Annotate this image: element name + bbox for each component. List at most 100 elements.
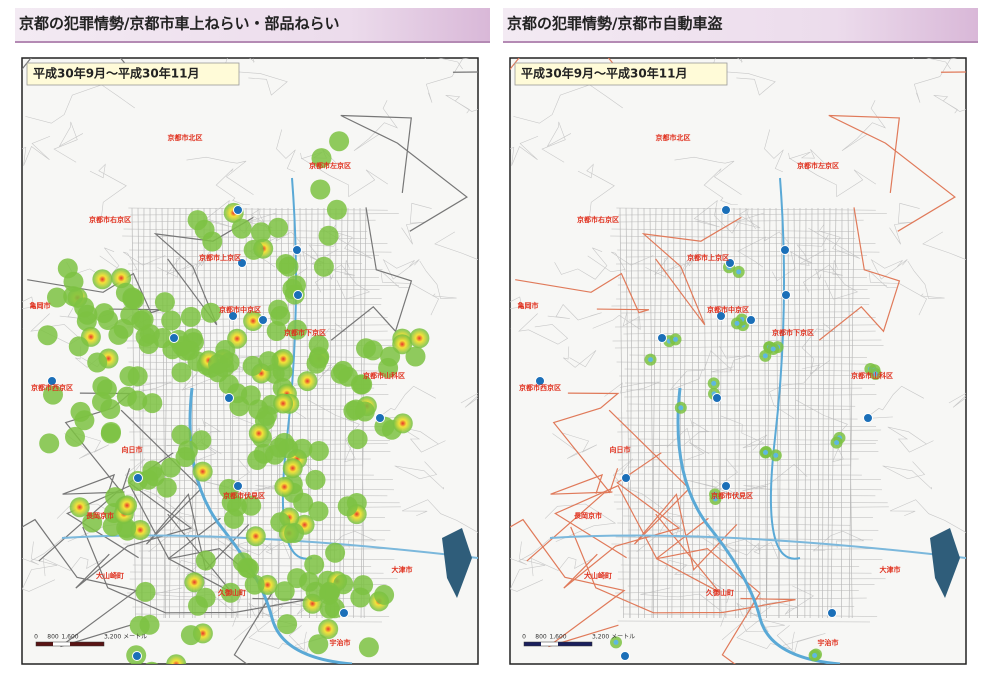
period-label: 平成30年9月～平成30年11月 [33, 66, 199, 81]
place-label: 長岡京市 [86, 511, 114, 520]
heat-core [393, 414, 412, 433]
main-road [66, 484, 232, 593]
street [643, 207, 645, 619]
terrain-line [736, 618, 795, 650]
heat-spot [347, 429, 368, 450]
police-marker [721, 481, 731, 491]
place-label: 久御山町 [217, 588, 246, 597]
map-panel: 京都の犯罪情勢/京都市車上ねらい・部品ねらい京都市北区京都市左京区京都市右京区亀… [15, 8, 490, 665]
heat-core [834, 440, 840, 446]
terrain-line [711, 58, 743, 68]
heat-spot [325, 542, 346, 563]
heat-spot [160, 457, 181, 478]
police-marker [721, 205, 731, 215]
terrain-line [276, 129, 296, 173]
street [227, 207, 234, 619]
terrain-line [382, 258, 420, 280]
scale-bar-frame [35, 641, 105, 647]
terrain-line [419, 260, 457, 299]
terrain-line [669, 350, 732, 391]
heat-spot [333, 360, 353, 381]
street [847, 207, 853, 619]
heat-spot [308, 441, 329, 461]
heat-spot [292, 438, 313, 459]
street [616, 417, 858, 420]
place-label: 京都市上京区 [199, 253, 241, 262]
street [651, 207, 657, 619]
terrain-line [887, 426, 934, 453]
heat-core [70, 498, 89, 517]
street [129, 284, 399, 286]
street [610, 235, 856, 239]
heat-spot [221, 492, 242, 513]
main-road [526, 473, 613, 562]
terrain-line [764, 129, 784, 173]
street [129, 522, 363, 526]
police-marker [781, 290, 791, 300]
street [128, 417, 370, 420]
heat-core [712, 496, 718, 502]
heat-spot [43, 384, 63, 405]
terrain-line [301, 157, 389, 198]
lake [442, 528, 472, 598]
street [626, 409, 851, 412]
street [611, 304, 870, 307]
street [625, 255, 868, 258]
police-marker [132, 651, 142, 661]
heat-core [812, 653, 818, 658]
street [161, 207, 166, 619]
scale-label: 0 [34, 634, 38, 641]
heat-spot [129, 615, 150, 636]
terrain-line [552, 432, 597, 459]
terrain-line [530, 556, 594, 577]
scale-bar-white [53, 642, 70, 646]
scale-bar-white [541, 642, 558, 646]
heat-spot [57, 258, 78, 279]
street [614, 494, 876, 497]
terrain-line [720, 415, 768, 451]
terrain-line [353, 100, 399, 151]
street [617, 429, 882, 433]
heat-spot [326, 199, 347, 220]
street [715, 207, 722, 619]
terrain-line [889, 499, 966, 533]
heat-core [112, 269, 131, 288]
heat-spot [47, 287, 67, 308]
street [625, 207, 631, 619]
terrain-line [42, 556, 106, 577]
terrain-line [53, 121, 84, 163]
terrain-line [89, 163, 127, 218]
heat-spot [275, 254, 296, 274]
street [129, 620, 382, 623]
heat-spot [287, 319, 307, 340]
heat-core [298, 372, 317, 391]
heat-spot [65, 426, 85, 447]
street [616, 219, 864, 223]
street [203, 207, 206, 619]
main-road [828, 114, 956, 232]
scale-label: 0 [522, 634, 526, 641]
street [183, 207, 187, 619]
heat-spot [202, 231, 223, 252]
heat-spot [100, 399, 121, 419]
heat-spot [278, 438, 299, 459]
street [617, 522, 851, 526]
terrain-line [22, 536, 65, 565]
street [619, 207, 624, 619]
heat-core [734, 320, 740, 326]
heat-spot [313, 256, 334, 277]
street [615, 473, 862, 476]
heat-spot [239, 558, 259, 579]
terrain-line [812, 530, 864, 552]
heat-spot [70, 401, 91, 422]
terrain-line [868, 269, 927, 316]
terrain-line [460, 392, 478, 408]
police-marker [827, 608, 837, 618]
street [611, 228, 856, 232]
heat-spot [223, 508, 244, 529]
heat-core [678, 405, 684, 411]
terrain-line [315, 264, 371, 300]
street [137, 207, 143, 619]
terrain-line [587, 251, 654, 273]
place-label: 京都市西京区 [519, 383, 561, 392]
